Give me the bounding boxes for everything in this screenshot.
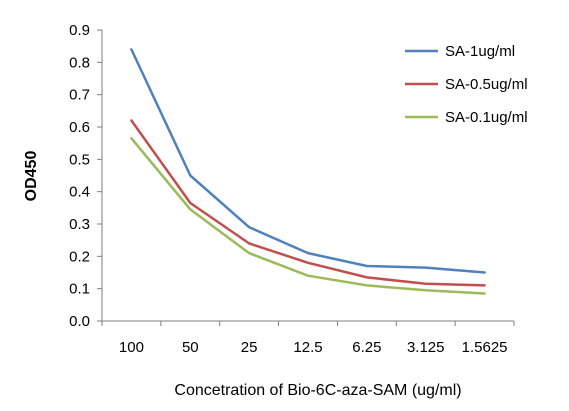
x-axis-ticks: 100 50 25 12.5 6.25 3.125 1.5625 bbox=[101, 321, 515, 356]
series-line-1 bbox=[130, 48, 486, 274]
y-tick-label: 0.0 bbox=[69, 313, 90, 330]
x-tick-label: 3.125 bbox=[407, 339, 445, 356]
x-tick-label: 50 bbox=[182, 339, 199, 356]
legend-label-1: SA-1ug/ml bbox=[445, 43, 515, 60]
y-tick-label: 0.1 bbox=[69, 281, 90, 298]
x-tick-label: 25 bbox=[241, 339, 258, 356]
legend-label-3: SA-0.1ug/ml bbox=[445, 109, 528, 126]
x-tick-label: 12.5 bbox=[293, 339, 322, 356]
legend-label-2: SA-0.5ug/ml bbox=[445, 76, 528, 93]
y-tick-label: 0.6 bbox=[69, 119, 90, 136]
y-tick-label: 0.2 bbox=[69, 248, 90, 265]
plot-area bbox=[101, 30, 514, 322]
x-axis-title: Concetration of Bio-6C-aza-SAM (ug/ml) bbox=[174, 382, 461, 399]
y-tick-label: 0.5 bbox=[69, 151, 90, 168]
y-tick-label: 0.3 bbox=[69, 216, 90, 233]
x-tick-label: 100 bbox=[119, 339, 144, 356]
x-tick-label: 1.5625 bbox=[462, 339, 508, 356]
y-tick-label: 0.7 bbox=[69, 87, 90, 104]
y-tick-label: 0.8 bbox=[69, 54, 90, 71]
y-tick-label: 0.9 bbox=[69, 22, 90, 39]
series-lines bbox=[130, 48, 486, 295]
legend: SA-1ug/ml SA-0.5ug/ml SA-0.1ug/ml bbox=[405, 43, 528, 126]
series-line-3 bbox=[130, 137, 486, 295]
x-tick-label: 6.25 bbox=[352, 339, 381, 356]
y-axis-ticks: 0.0 0.1 0.2 0.3 0.4 0.5 0.6 0.7 0.8 0.9 bbox=[69, 22, 102, 330]
series-line-2 bbox=[130, 119, 486, 287]
y-tick-label: 0.4 bbox=[69, 184, 90, 201]
y-axis-title: OD450 bbox=[23, 151, 40, 202]
